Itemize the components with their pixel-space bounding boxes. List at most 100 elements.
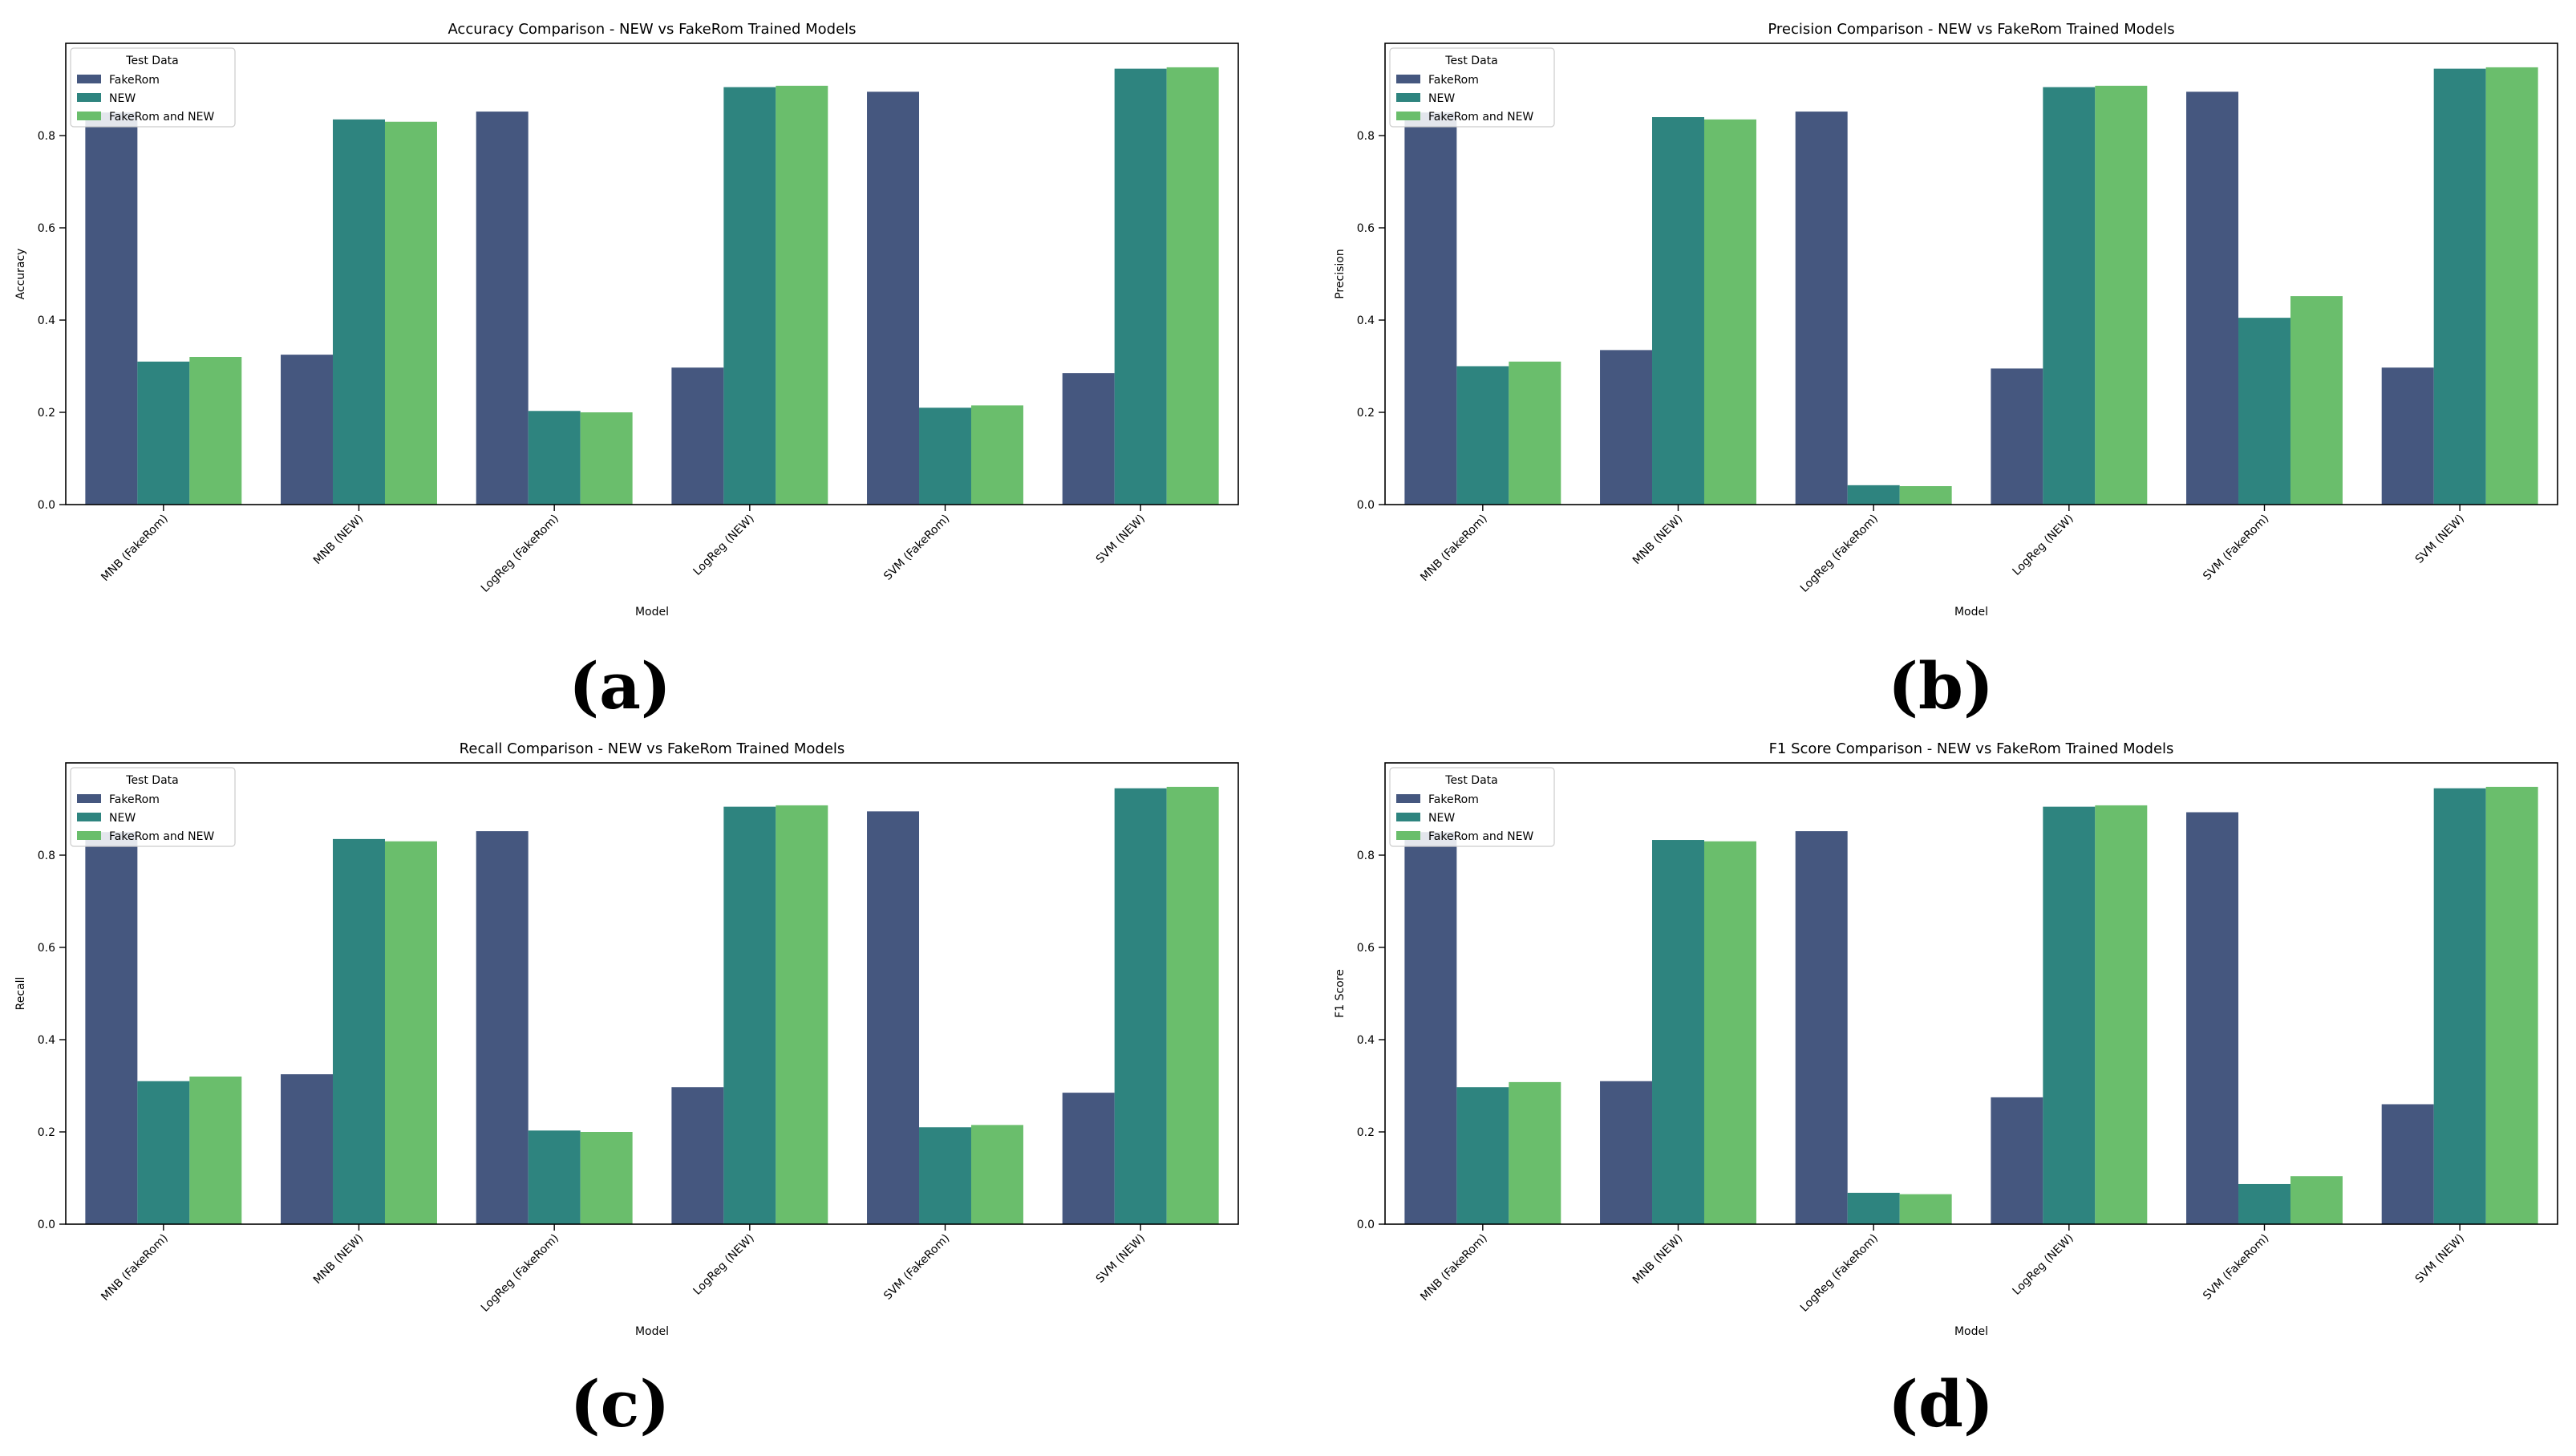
legend-box [1389,47,1555,128]
bar-fakerom-2 [281,1074,334,1225]
legend-swatch [77,794,101,803]
bar-fakerom-1 [85,832,138,1224]
bar-fakerom-5 [2186,812,2239,1224]
x-tick-label: LogReg (FakeRom) [479,1232,561,1315]
legend-swatch [77,112,101,120]
bar-fakerom-3 [476,112,529,505]
y-axis-label: Accuracy [14,249,27,300]
y-tick-label: 0.8 [38,130,55,143]
x-tick-label: SVM (FakeRom) [2201,513,2271,583]
bar-new-6 [2433,788,2486,1225]
y-tick-label: 0.0 [1357,1219,1375,1231]
chart-panel-2: 0.0 0.2 0.4 0.6 0.8 MNB (FakeRom) MNB (NEW) Log… [1334,21,2558,618]
chart-title: Recall Comparison - NEW vs FakeRom Train… [460,740,845,757]
panel-label-d: (d) [1888,1366,1994,1442]
bar-new-6 [1114,788,1167,1225]
bar-fakerom-and-new-1 [189,357,242,505]
y-tick-label: 0.4 [1357,314,1375,327]
x-tick-label: SVM (NEW) [1094,513,1148,566]
panel-label-c: (c) [569,1366,670,1442]
y-axis-label: F1 Score [1334,969,1347,1018]
bar-fakerom-6 [2381,367,2434,505]
legend-swatch [77,813,101,821]
y-axis-label: Recall [14,977,27,1011]
x-tick-label: SVM (NEW) [2413,1232,2467,1286]
legend-entry: FakeRom and NEW [109,830,214,843]
x-tick-label: SVM (FakeRom) [881,1232,952,1303]
legend-entry: FakeRom [109,74,160,87]
panel-label-b: (b) [1888,648,1994,724]
bar-fakerom-and-new-3 [1899,486,1952,505]
y-tick-label: 0.0 [38,1219,55,1231]
legend-entry: FakeRom and NEW [109,111,214,124]
bar-new-4 [723,87,776,505]
x-tick-label: MNB (FakeRom) [1418,513,1489,584]
legend-swatch [77,831,101,840]
y-tick-label: 0.2 [1357,407,1375,420]
x-axis-label: Model [1954,1325,1988,1338]
bar-new-5 [2238,318,2290,505]
bar-new-1 [137,1081,190,1224]
legend-swatch [77,75,101,83]
bar-fakerom-and-new-2 [1703,119,1756,505]
y-tick-label: 0.6 [38,222,55,235]
bar-fakerom-and-new-6 [1166,786,1219,1224]
bar-fakerom-and-new-1 [1509,361,1561,505]
bar-new-3 [1847,485,1900,505]
legend-swatch [1396,813,1420,821]
bar-fakerom-and-new-5 [2290,1176,2343,1224]
bar-new-3 [528,411,581,505]
bar-new-3 [1847,1192,1900,1224]
bar-fakerom-and-new-3 [580,412,633,505]
legend-entry: NEW [109,92,136,105]
legend: Test Data FakeRom NEW FakeRom and NEW [1389,767,1555,847]
bar-fakerom-5 [867,811,920,1225]
x-tick-label: SVM (FakeRom) [2201,1232,2271,1303]
legend-swatch [1396,112,1420,120]
bar-fakerom-4 [671,1087,724,1224]
x-tick-label: LogReg (FakeRom) [1798,1232,1881,1315]
bar-fakerom-and-new-5 [970,1125,1023,1225]
y-tick-label: 0.2 [1357,1126,1375,1139]
chart-panel-3: 0.0 0.2 0.4 0.6 0.8 MNB (FakeRom) MNB (NEW) Log… [14,740,1239,1338]
bar-fakerom-and-new-1 [189,1077,242,1224]
bar-fakerom-2 [1600,1081,1653,1224]
x-tick-label: SVM (NEW) [2413,513,2467,566]
legend-title: Test Data [1444,774,1497,787]
y-tick-label: 0.2 [38,407,55,420]
legend-swatch [1396,794,1420,803]
bar-fakerom-and-new-4 [776,85,828,505]
legend-swatch [1396,93,1420,102]
y-tick-label: 0.8 [1357,850,1375,862]
axes-frame [65,43,1239,505]
bar-fakerom-and-new-6 [2485,67,2538,505]
x-tick-label: LogReg (NEW) [691,513,757,578]
bar-fakerom-and-new-4 [2095,805,2148,1224]
bar-fakerom-and-new-4 [776,805,828,1224]
x-tick-label: MNB (NEW) [1630,1232,1685,1287]
bar-fakerom-1 [1404,112,1457,505]
bar-fakerom-and-new-5 [2290,296,2343,505]
bar-new-3 [528,1130,581,1224]
legend-entry: FakeRom [1428,74,1479,87]
bar-new-5 [919,408,971,505]
legend: Test Data FakeRom NEW FakeRom and NEW [70,767,236,847]
bar-fakerom-2 [281,355,334,505]
y-tick-label: 0.2 [38,1126,55,1139]
bar-new-6 [1114,68,1167,505]
x-tick-label: MNB (NEW) [311,1232,366,1287]
x-tick-label: MNB (FakeRom) [99,1232,170,1304]
x-tick-label: MNB (FakeRom) [1418,1232,1489,1304]
x-tick-label: SVM (NEW) [1094,1232,1148,1286]
bar-new-1 [137,361,190,505]
bar-fakerom-and-new-6 [1166,67,1219,505]
y-tick-label: 0.6 [1357,222,1375,235]
bar-fakerom-4 [1991,368,2043,505]
bar-new-2 [333,838,385,1225]
x-tick-label: MNB (FakeRom) [99,513,170,584]
bar-fakerom-and-new-3 [1899,1194,1952,1225]
bar-new-4 [2043,806,2096,1225]
x-tick-label: LogReg (FakeRom) [479,513,561,595]
y-tick-label: 0.0 [38,499,55,512]
